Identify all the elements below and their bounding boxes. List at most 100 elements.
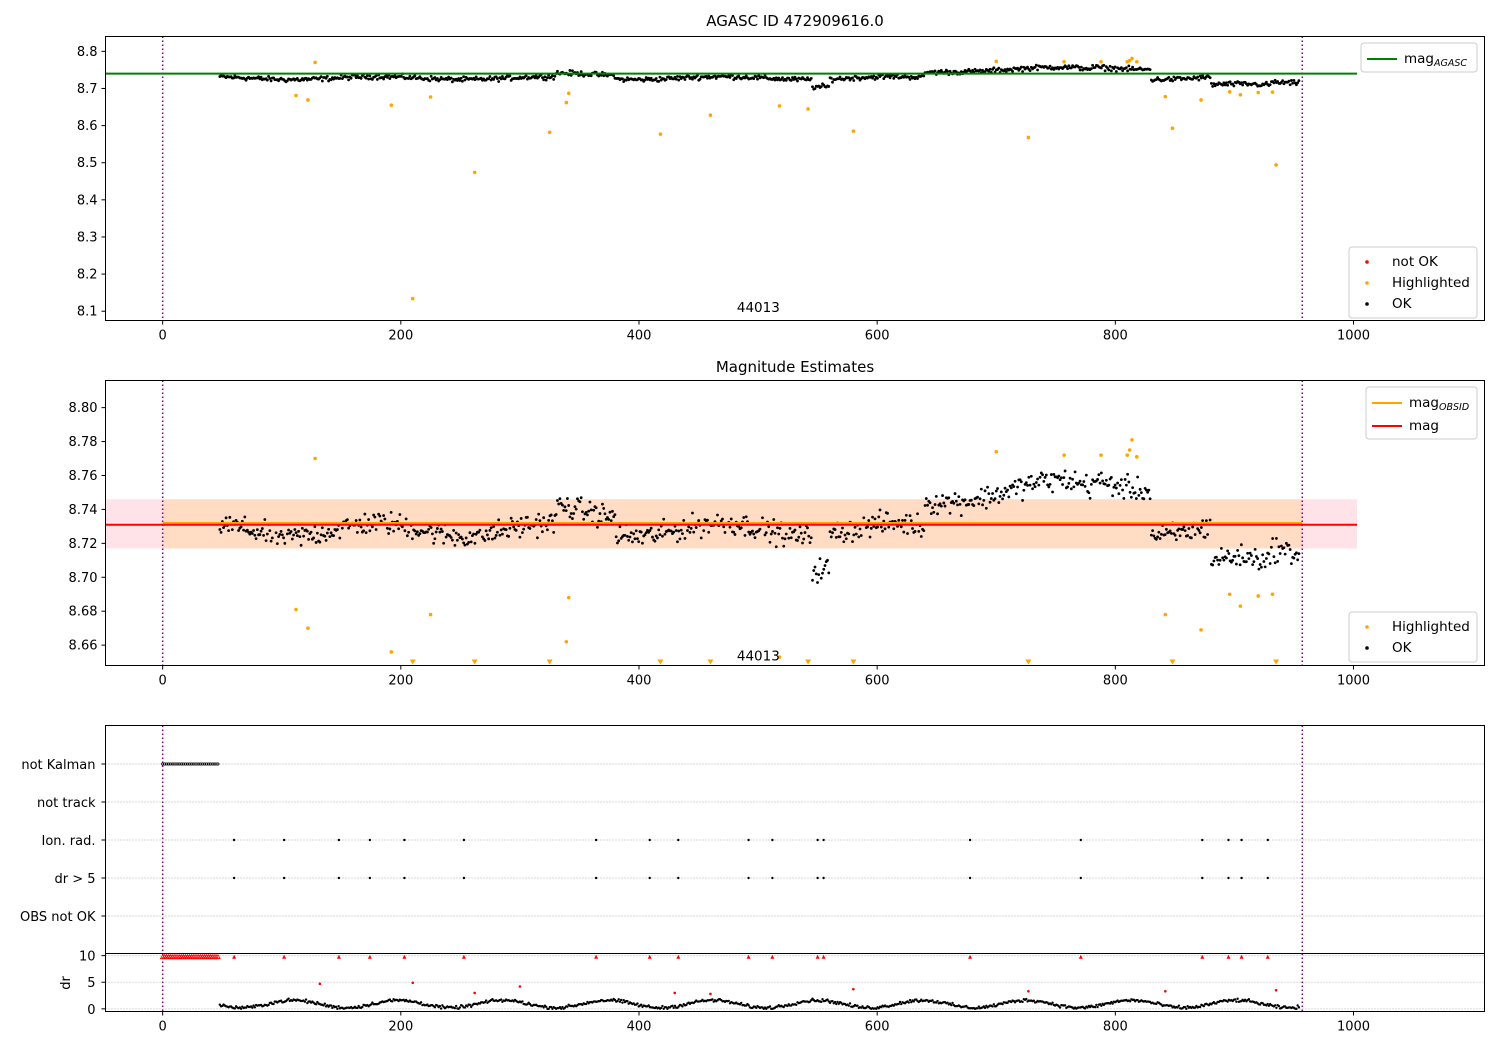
ok-dr-point <box>356 1006 359 1010</box>
flag-marker <box>594 838 598 842</box>
ok-point <box>858 527 862 531</box>
ok-point <box>809 536 813 540</box>
ok-point <box>410 537 414 541</box>
ok-dr-point <box>551 1007 554 1011</box>
ok-dr-point <box>1297 1006 1301 1009</box>
ok-point <box>269 79 273 83</box>
ok-point <box>258 533 262 536</box>
ok-point <box>1168 529 1172 533</box>
ok-point <box>781 536 784 540</box>
flag-marker <box>1240 876 1243 880</box>
ok-point <box>1026 65 1029 69</box>
highlighted-point <box>1227 90 1232 94</box>
ok-point <box>674 77 678 81</box>
ok-point <box>934 494 938 498</box>
ok-point <box>899 525 903 529</box>
ok-point <box>463 78 467 82</box>
ok-point <box>579 496 583 500</box>
ok-point <box>222 526 225 530</box>
ok-point <box>1151 529 1155 533</box>
ok-point <box>828 530 832 534</box>
flag-marker <box>648 838 651 842</box>
offscale-marker <box>1273 659 1280 665</box>
ok-point <box>562 508 566 512</box>
ok-point <box>1152 534 1156 538</box>
ok-dr-point <box>992 1003 996 1006</box>
ok-point <box>1181 528 1185 531</box>
ok-point <box>1296 81 1300 85</box>
ok-point <box>588 500 592 504</box>
ok-point <box>732 530 736 534</box>
not-ok-dr-point <box>1274 988 1278 992</box>
ok-point <box>354 519 358 522</box>
ok-point <box>1232 84 1236 88</box>
ok-point <box>773 78 777 82</box>
ok-dr-point <box>828 1001 832 1005</box>
ok-point <box>742 516 746 519</box>
ok-point <box>551 74 554 78</box>
ok-point <box>1048 64 1052 68</box>
ok-point <box>1051 490 1054 494</box>
ok-dr-point <box>660 1006 663 1010</box>
offscale-marker <box>657 659 664 665</box>
ok-dr-point <box>1215 1002 1218 1005</box>
legend-label: OK <box>1392 296 1413 312</box>
ok-point <box>869 526 873 530</box>
ok-point <box>1134 497 1138 500</box>
ok-point <box>274 531 278 535</box>
ok-point <box>473 541 477 545</box>
ok-point <box>408 74 412 78</box>
legend-box <box>1360 42 1478 73</box>
ok-point <box>1071 477 1074 481</box>
flag-marker <box>282 838 286 842</box>
ok-point <box>558 497 562 501</box>
ok-dr-point <box>544 1005 548 1009</box>
ok-point <box>924 497 928 500</box>
ok-point <box>1233 554 1237 558</box>
ok-point <box>594 506 598 510</box>
not-ok-dr-point <box>411 981 415 985</box>
ok-point <box>302 534 305 538</box>
x-tick-label: 400 <box>627 329 652 344</box>
ok-point <box>603 512 607 516</box>
ok-point <box>239 525 243 529</box>
ok-point <box>497 80 501 83</box>
ok-point <box>1119 478 1123 481</box>
legend-marker <box>1365 646 1369 650</box>
ok-point <box>1034 481 1038 484</box>
ok-point <box>1001 497 1004 501</box>
ok-point <box>1183 529 1187 532</box>
ok-point <box>439 527 443 531</box>
ok-point <box>427 527 431 531</box>
ok-point <box>1067 481 1071 485</box>
ok-dr-point <box>613 998 617 1002</box>
ok-point <box>237 529 240 532</box>
ok-point <box>474 75 478 79</box>
ok-point <box>574 507 578 511</box>
ok-point <box>1148 497 1152 501</box>
ok-point <box>804 78 808 82</box>
ok-point <box>612 515 616 519</box>
ok-point <box>1123 478 1127 481</box>
ok-point <box>716 513 719 517</box>
ok-point <box>1046 483 1049 487</box>
ok-point <box>332 534 336 537</box>
ok-point <box>263 518 267 521</box>
ok-point <box>289 530 293 533</box>
ok-point <box>1036 68 1039 72</box>
ok-point <box>911 527 914 530</box>
ok-point <box>364 76 368 80</box>
ok-dr-point <box>1198 1005 1202 1009</box>
ok-point <box>768 540 772 544</box>
highlighted-point <box>1270 592 1275 597</box>
ok-point <box>383 517 387 521</box>
ok-point <box>1011 70 1014 73</box>
ok-point <box>954 499 958 503</box>
ok-point <box>1127 480 1131 484</box>
ok-point <box>999 490 1003 494</box>
ok-point <box>518 535 522 539</box>
mag-estimates-title: Magnitude Estimates <box>716 358 874 376</box>
ok-point <box>285 532 289 536</box>
ok-point <box>1187 527 1191 530</box>
ok-point <box>385 526 389 530</box>
